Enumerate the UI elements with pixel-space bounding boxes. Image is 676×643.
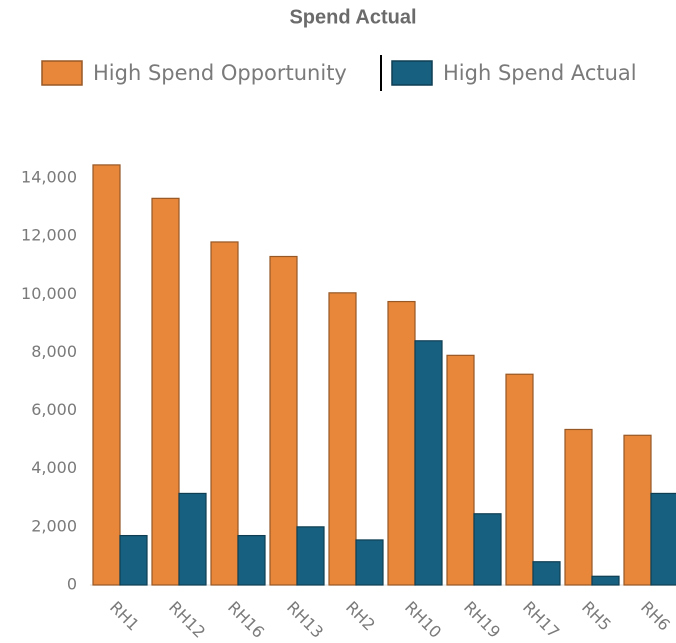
bar [237, 534, 266, 586]
x-tick-label: RH5 [578, 598, 615, 635]
bar [623, 434, 652, 586]
y-tick-label: 4,000 [31, 458, 77, 477]
bar [355, 539, 384, 586]
y-tick-label: 6,000 [31, 400, 77, 419]
x-tick-label: RH10 [401, 598, 445, 642]
legend-label: High Spend Opportunity [93, 61, 347, 85]
x-tick-label: RH6 [637, 598, 674, 635]
bar [591, 575, 620, 586]
bar [210, 241, 239, 586]
bar [119, 534, 148, 586]
bar [178, 492, 207, 586]
x-tick-label: RH13 [283, 598, 327, 642]
y-tick-label: 2,000 [31, 516, 77, 535]
bar [650, 492, 676, 586]
bar [387, 300, 416, 586]
x-tick-label: RH19 [460, 598, 504, 642]
x-tick-label: RH17 [519, 598, 563, 642]
y-tick-label: 14,000 [21, 168, 77, 187]
y-tick-label: 8,000 [31, 342, 77, 361]
bar [92, 164, 121, 586]
x-tick-label: RH2 [342, 598, 379, 635]
y-tick-label: 0 [67, 575, 77, 594]
bar [296, 526, 325, 586]
legend-swatch [391, 60, 433, 86]
bar [269, 255, 298, 586]
bar [473, 513, 502, 586]
bar [505, 373, 534, 586]
chart-title: Spend Actual [289, 6, 416, 28]
x-tick-label: RH12 [165, 598, 209, 642]
y-tick-label: 10,000 [21, 284, 77, 303]
legend-label: High Spend Actual [443, 61, 637, 85]
bar [564, 428, 593, 586]
bar [532, 561, 561, 586]
bar [328, 292, 357, 586]
bar [446, 354, 475, 586]
bar [151, 197, 180, 586]
legend-swatch [41, 60, 83, 86]
x-tick-label: RH16 [224, 598, 268, 642]
y-tick-label: 12,000 [21, 226, 77, 245]
x-tick-label: RH1 [106, 598, 143, 635]
bar [414, 340, 443, 586]
